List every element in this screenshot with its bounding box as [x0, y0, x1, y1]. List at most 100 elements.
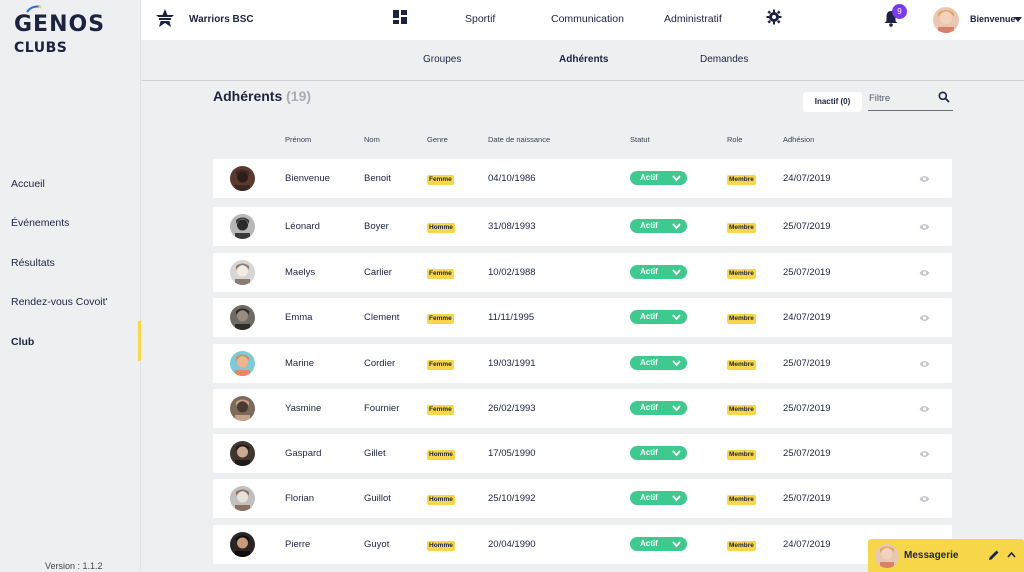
cell-nom: Benoit [364, 173, 391, 184]
tab-adherents[interactable]: Adhérents [559, 54, 609, 65]
table-row[interactable]: Léonard Boyer Homme 31/08/1993 Actif Mem… [213, 207, 952, 246]
nav-communication[interactable]: Communication [551, 13, 624, 25]
column-header-role[interactable]: Role [727, 135, 743, 144]
nav-administratif[interactable]: Administratif [664, 13, 722, 25]
eye-icon[interactable] [919, 360, 930, 368]
sidebar-item-club[interactable]: Club [11, 336, 35, 348]
role-badge: Membre [727, 175, 756, 185]
column-header-statut[interactable]: Statut [630, 135, 650, 144]
table-row[interactable]: Pierre Guyot Homme 20/04/1990 Actif Memb… [213, 525, 952, 564]
filter-input[interactable] [869, 93, 933, 104]
member-avatar[interactable] [230, 351, 255, 376]
status-label: Actif [640, 493, 658, 502]
cell-nom: Gillet [364, 448, 386, 459]
table-row[interactable]: Bienvenue Benoit Femme 04/10/1986 Actif … [213, 159, 952, 198]
club-logo-icon[interactable] [154, 8, 176, 30]
member-avatar[interactable] [230, 396, 255, 421]
messagerie-panel[interactable]: Messagerie [868, 539, 1024, 572]
member-avatar[interactable] [230, 166, 255, 191]
chevron-down-icon [672, 223, 681, 230]
chevron-down-icon [672, 175, 681, 182]
status-label: Actif [640, 403, 658, 412]
status-dropdown[interactable]: Actif [630, 310, 687, 324]
column-header-genre[interactable]: Genre [427, 135, 448, 144]
nav-sportif[interactable]: Sportif [465, 13, 496, 25]
member-avatar[interactable] [230, 532, 255, 557]
table-row[interactable]: Marine Cordier Femme 19/03/1991 Actif Me… [213, 344, 952, 383]
chevron-down-icon [672, 269, 681, 276]
status-dropdown[interactable]: Actif [630, 219, 687, 233]
table-row[interactable]: Yasmine Fournier Femme 26/02/1993 Actif … [213, 389, 952, 428]
status-label: Actif [640, 312, 658, 321]
cell-nom: Guillot [364, 493, 391, 504]
table-row[interactable]: Emma Clement Femme 11/11/1995 Actif Memb… [213, 298, 952, 337]
gender-badge: Femme [427, 269, 454, 279]
pen-icon[interactable] [988, 549, 1000, 561]
club-name[interactable]: Warriors BSC [189, 14, 254, 25]
member-avatar[interactable] [230, 441, 255, 466]
member-avatar[interactable] [230, 305, 255, 330]
cell-nom: Clement [364, 312, 400, 323]
logo-text-big: GENOS [14, 12, 106, 37]
eye-icon[interactable] [919, 223, 930, 231]
cell-naissance: 19/03/1991 [488, 358, 536, 369]
status-label: Actif [640, 221, 658, 230]
gear-icon[interactable] [766, 9, 782, 25]
table-row[interactable]: Florian Guillot Homme 25/10/1992 Actif M… [213, 479, 952, 518]
chevron-down-icon[interactable] [1014, 17, 1022, 22]
member-avatar[interactable] [230, 214, 255, 239]
sidebar-item-accueil[interactable]: Accueil [11, 178, 45, 190]
table-row[interactable]: Maelys Carlier Femme 10/02/1988 Actif Me… [213, 253, 952, 292]
sidebar-item-covoit[interactable]: Rendez-vous Covoit' [11, 296, 108, 308]
eye-icon[interactable] [919, 495, 930, 503]
app-logo[interactable]: GENOS CLUBS [14, 5, 140, 56]
column-header-prenom[interactable]: Prénom [285, 135, 312, 144]
chevron-up-icon[interactable] [1007, 551, 1016, 558]
gender-badge: Homme [427, 223, 455, 233]
eye-icon[interactable] [919, 175, 930, 183]
messagerie-avatar [875, 544, 899, 568]
gender-badge: Femme [427, 314, 454, 324]
status-label: Actif [640, 267, 658, 276]
cell-prenom: Marine [285, 358, 315, 369]
sidebar-item-evenements[interactable]: Événements [11, 217, 70, 229]
cell-adhesion: 24/07/2019 [783, 539, 831, 550]
status-dropdown[interactable]: Actif [630, 537, 687, 551]
eye-icon[interactable] [919, 314, 930, 322]
cell-adhesion: 25/07/2019 [783, 448, 831, 459]
dashboard-icon[interactable] [393, 10, 407, 24]
status-dropdown[interactable]: Actif [630, 446, 687, 460]
column-header-naissance[interactable]: Date de naissance [488, 135, 551, 144]
cell-nom: Guyot [364, 539, 390, 550]
role-badge: Membre [727, 405, 756, 415]
tab-demandes[interactable]: Demandes [700, 54, 749, 65]
status-dropdown[interactable]: Actif [630, 491, 687, 505]
tab-groupes[interactable]: Groupes [423, 54, 462, 65]
sidebar: GENOS CLUBS Accueil Événements Résultats… [0, 0, 141, 572]
user-avatar[interactable] [933, 7, 959, 33]
chevron-down-icon [672, 450, 681, 457]
member-avatar[interactable] [230, 486, 255, 511]
column-header-adhesion[interactable]: Adhésion [783, 135, 815, 144]
cell-nom: Boyer [364, 221, 389, 232]
column-header-nom[interactable]: Nom [364, 135, 380, 144]
search-icon[interactable] [938, 91, 950, 103]
top-header: Warriors BSC Sportif Communication Admin… [141, 0, 1024, 40]
eye-icon[interactable] [919, 450, 930, 458]
sidebar-item-resultats[interactable]: Résultats [11, 257, 55, 269]
member-avatar[interactable] [230, 260, 255, 285]
filter-box [868, 89, 953, 111]
eye-icon[interactable] [919, 405, 930, 413]
user-name[interactable]: Bienvenue [970, 14, 1016, 24]
cell-adhesion: 24/07/2019 [783, 173, 831, 184]
status-dropdown[interactable]: Actif [630, 401, 687, 415]
table-row[interactable]: Gaspard Gillet Homme 17/05/1990 Actif Me… [213, 434, 952, 473]
cell-naissance: 20/04/1990 [488, 539, 536, 550]
status-dropdown[interactable]: Actif [630, 171, 687, 185]
status-dropdown[interactable]: Actif [630, 356, 687, 370]
notification-badge[interactable]: 9 [892, 4, 907, 19]
eye-icon[interactable] [919, 269, 930, 277]
role-badge: Membre [727, 269, 756, 279]
inactive-filter-button[interactable]: Inactif (0) [803, 92, 862, 112]
status-dropdown[interactable]: Actif [630, 265, 687, 279]
